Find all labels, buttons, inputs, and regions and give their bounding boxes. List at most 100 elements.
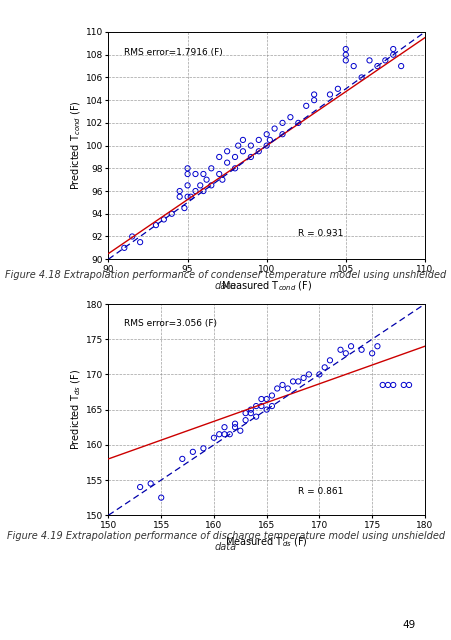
Point <box>120 243 128 253</box>
Point <box>199 169 207 179</box>
Point <box>341 55 349 65</box>
Point <box>278 118 285 128</box>
Point <box>239 146 246 156</box>
Point <box>223 157 230 168</box>
Point <box>257 401 264 412</box>
Point <box>326 355 333 365</box>
Point <box>192 169 199 179</box>
Point <box>215 429 222 440</box>
Point <box>221 429 228 440</box>
Point <box>176 186 183 196</box>
Point <box>341 44 349 54</box>
Point <box>252 412 259 422</box>
Point <box>218 175 226 185</box>
Point <box>334 84 341 94</box>
Point <box>199 444 207 454</box>
Text: R = 0.931: R = 0.931 <box>298 230 343 239</box>
Point <box>357 345 364 355</box>
Point <box>381 55 388 65</box>
Point <box>187 191 194 202</box>
Point <box>257 394 264 404</box>
Point <box>207 163 215 173</box>
Point <box>357 72 364 83</box>
Point <box>189 447 196 457</box>
X-axis label: Measured T$_{cond}$ (F): Measured T$_{cond}$ (F) <box>221 279 312 293</box>
Point <box>247 404 254 415</box>
Point <box>241 408 249 419</box>
Point <box>397 61 404 71</box>
Point <box>284 383 291 394</box>
Point <box>129 231 136 241</box>
Point <box>247 408 254 419</box>
Point <box>368 348 375 358</box>
Point <box>178 454 185 464</box>
Point <box>184 169 191 179</box>
Point <box>160 214 167 225</box>
Point <box>347 341 354 351</box>
Point <box>192 186 199 196</box>
Point <box>157 493 165 503</box>
Point <box>266 135 273 145</box>
Text: data: data <box>215 281 236 291</box>
Point <box>202 175 210 185</box>
Point <box>215 169 222 179</box>
Point <box>136 482 143 492</box>
Point <box>299 373 307 383</box>
Point <box>294 118 301 128</box>
Point <box>223 146 230 156</box>
Point <box>234 141 241 151</box>
Point <box>247 141 254 151</box>
Point <box>310 95 317 105</box>
Point <box>262 129 270 140</box>
Point <box>320 362 327 372</box>
Point <box>289 376 296 387</box>
Point <box>341 49 349 60</box>
Text: Figure 4.19 Extrapolation performance of discharge temperature model using unshi: Figure 4.19 Extrapolation performance of… <box>7 531 444 541</box>
Point <box>273 383 280 394</box>
X-axis label: Measured T$_{ds}$ (F): Measured T$_{ds}$ (F) <box>225 535 307 549</box>
Point <box>199 186 207 196</box>
Point <box>262 404 270 415</box>
Text: 49: 49 <box>402 621 415 630</box>
Point <box>215 152 222 162</box>
Point <box>389 49 396 60</box>
Point <box>221 422 228 433</box>
Point <box>268 390 275 401</box>
Point <box>278 129 285 140</box>
Point <box>184 163 191 173</box>
Point <box>405 380 412 390</box>
Point <box>254 135 262 145</box>
Point <box>236 426 244 436</box>
Point <box>278 380 285 390</box>
Point <box>239 135 246 145</box>
Point <box>286 112 294 122</box>
Point <box>389 44 396 54</box>
Text: data: data <box>215 541 236 552</box>
Point <box>326 90 333 100</box>
Text: RMS error=1.7916 (F): RMS error=1.7916 (F) <box>124 48 222 57</box>
Point <box>176 191 183 202</box>
Point <box>252 401 259 412</box>
Point <box>231 419 238 429</box>
Point <box>241 415 249 426</box>
Point <box>231 163 238 173</box>
Point <box>304 369 312 380</box>
Point <box>389 380 396 390</box>
Y-axis label: Predicted T$_{cond}$ (F): Predicted T$_{cond}$ (F) <box>69 100 83 191</box>
Point <box>373 341 380 351</box>
Point <box>350 61 357 71</box>
Point <box>210 433 217 443</box>
Point <box>231 422 238 433</box>
Point <box>302 100 309 111</box>
Point <box>365 55 373 65</box>
Point <box>180 203 188 213</box>
Point <box>152 220 159 230</box>
Point <box>378 380 386 390</box>
Point <box>207 180 215 191</box>
Point <box>262 394 270 404</box>
Point <box>184 191 191 202</box>
Point <box>136 237 143 247</box>
Point <box>247 152 254 162</box>
Point <box>315 369 322 380</box>
Point <box>373 61 380 71</box>
